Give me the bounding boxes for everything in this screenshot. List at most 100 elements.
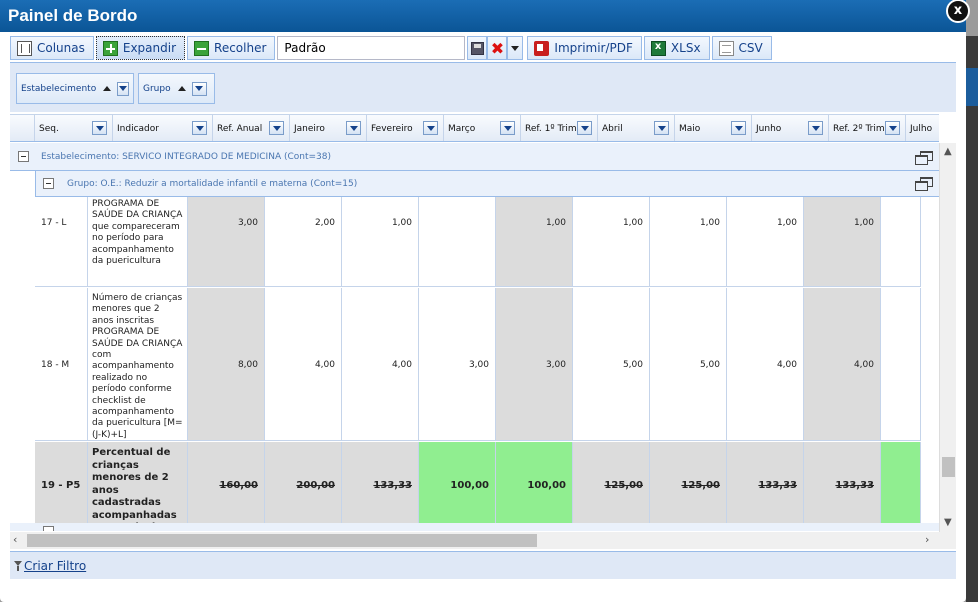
- column-menu-button[interactable]: [346, 121, 361, 135]
- plus-icon: [102, 40, 118, 56]
- print-pdf-button[interactable]: Imprimir/PDF: [527, 36, 642, 60]
- pdf-icon: [534, 40, 550, 56]
- cell-value: 4,00: [342, 288, 419, 440]
- cell-value: 160,00: [219, 480, 258, 491]
- column-header-indicador[interactable]: Indicador: [113, 115, 213, 141]
- column-header-ref-anual[interactable]: Ref. Anual: [213, 115, 290, 141]
- cell-value: [419, 197, 496, 286]
- horizontal-scrollbar[interactable]: ‹ ›: [10, 532, 956, 549]
- grouping-area: Estabelecimento Grupo: [10, 62, 956, 112]
- preset-dropdown-button[interactable]: [507, 36, 524, 60]
- cell-value: 125,00: [604, 480, 643, 491]
- chip-label: Estabelecimento: [21, 83, 97, 94]
- column-menu-button[interactable]: [92, 121, 107, 135]
- csv-label: CSV: [738, 41, 763, 55]
- cell-value: 100,00: [496, 442, 573, 523]
- collapse-toggle-icon[interactable]: [43, 178, 54, 189]
- column-header-fevereiro[interactable]: Fevereiro: [367, 115, 444, 141]
- table-body: Estabelecimento: SERVICO INTEGRADO DE ME…: [10, 143, 939, 523]
- cell-value: 1,00: [573, 197, 650, 286]
- header-label: Março: [448, 123, 476, 134]
- delete-preset-button[interactable]: ✖: [487, 36, 508, 60]
- xlsx-button[interactable]: XLSx: [643, 36, 710, 60]
- cell-seq: 17 - L: [35, 197, 88, 286]
- cell-value: 8,00: [188, 288, 265, 440]
- title-bar[interactable]: Painel de Bordo: [0, 0, 966, 32]
- window-icon[interactable]: [915, 151, 933, 165]
- collapse-toggle-icon[interactable]: [43, 526, 54, 531]
- chip-menu-button[interactable]: [191, 81, 207, 96]
- header-label: Junho: [756, 123, 782, 134]
- column-header-seq[interactable]: Seq.: [35, 115, 113, 141]
- csv-button[interactable]: CSV: [711, 36, 772, 60]
- collapse-toggle-icon[interactable]: [18, 151, 29, 162]
- column-header-ref-1-trim[interactable]: Ref. 1º Trim.: [521, 115, 598, 141]
- columns-button[interactable]: Colunas: [10, 36, 94, 60]
- column-menu-button[interactable]: [885, 121, 900, 135]
- table-row[interactable]: 17 - L PROGRAMA DE SAÚDE DA CRIANÇA que …: [35, 197, 921, 287]
- column-menu-button[interactable]: [423, 121, 438, 135]
- header-label: Ref. Anual: [217, 123, 263, 134]
- column-header-ref-2-trim[interactable]: Ref. 2º Trim.: [829, 115, 906, 141]
- chip-menu-button[interactable]: [117, 81, 129, 96]
- next-group-row-partial: [10, 523, 939, 531]
- cell-value: 1,00: [727, 197, 804, 286]
- column-menu-button[interactable]: [269, 121, 284, 135]
- table-row[interactable]: 18 - M Número de crianças menores que 2 …: [35, 288, 921, 441]
- group-row-estabelecimento[interactable]: Estabelecimento: SERVICO INTEGRADO DE ME…: [10, 143, 939, 171]
- cell-value: 3,00: [496, 288, 573, 440]
- column-header-junho[interactable]: Junho: [752, 115, 829, 141]
- column-header-julho[interactable]: Julho: [906, 115, 939, 141]
- group-row-grupo[interactable]: Grupo: O.E.: Reduzir a mortalidade infan…: [35, 171, 939, 197]
- footer-bar: Criar Filtro: [10, 551, 956, 579]
- cell-indicador: Percentual de crianças menores de 2 anos…: [88, 442, 188, 523]
- column-menu-button[interactable]: [500, 121, 515, 135]
- collapse-button[interactable]: Recolher: [187, 36, 276, 60]
- close-button[interactable]: x: [946, 0, 970, 23]
- group-chip-estabelecimento[interactable]: Estabelecimento: [16, 73, 134, 104]
- excel-icon: [650, 40, 666, 56]
- create-filter-link[interactable]: Criar Filtro: [14, 559, 86, 573]
- collapse-label: Recolher: [214, 41, 267, 55]
- horizontal-scroll-thumb[interactable]: [27, 534, 537, 547]
- cell-value: 1,00: [804, 197, 881, 286]
- background-app-strip: [966, 36, 978, 602]
- cell-value: 4,00: [727, 288, 804, 440]
- csv-icon: [718, 40, 734, 56]
- scroll-left-icon[interactable]: ‹: [13, 533, 18, 546]
- cell-value: 3,00: [188, 197, 265, 286]
- cell-seq: 18 - M: [35, 288, 88, 440]
- cell-indicador: PROGRAMA DE SAÚDE DA CRIANÇA que compare…: [88, 197, 188, 286]
- table-row[interactable]: 19 - P5 Percentual de crianças menores d…: [35, 442, 921, 523]
- column-menu-button[interactable]: [654, 121, 669, 135]
- column-menu-button[interactable]: [808, 121, 823, 135]
- column-menu-button[interactable]: [731, 121, 746, 135]
- preset-field[interactable]: Padrão: [277, 36, 466, 60]
- header-label: Janeiro: [294, 123, 325, 134]
- cell-value: 133,33: [835, 480, 874, 491]
- cell-value: 133,33: [373, 480, 412, 491]
- scroll-down-icon[interactable]: ▼: [944, 517, 952, 528]
- column-menu-button[interactable]: [577, 121, 592, 135]
- group-label: Grupo: O.E.: Reduzir a mortalidade infan…: [67, 179, 358, 189]
- expand-button[interactable]: Expandir: [95, 36, 186, 60]
- sort-asc-icon: [177, 86, 186, 91]
- group-chip-grupo[interactable]: Grupo: [138, 73, 215, 104]
- cell-value: 5,00: [650, 288, 727, 440]
- close-icon: x: [953, 3, 963, 18]
- chevron-down-icon: [511, 45, 520, 51]
- vertical-scroll-thumb[interactable]: [942, 457, 955, 477]
- toolbar: Colunas Expandir Recolher Padrão ✖ Impri…: [10, 36, 774, 60]
- scroll-up-icon[interactable]: ▲: [944, 146, 952, 157]
- column-header-abril[interactable]: Abril: [598, 115, 675, 141]
- vertical-scrollbar[interactable]: ▲ ▼: [939, 143, 956, 532]
- window-icon[interactable]: [915, 177, 933, 191]
- column-header-janeiro[interactable]: Janeiro: [290, 115, 367, 141]
- dialog-title: Painel de Bordo: [8, 6, 138, 25]
- column-menu-button[interactable]: [192, 121, 207, 135]
- save-preset-button[interactable]: [467, 36, 488, 60]
- column-header-marco[interactable]: Março: [444, 115, 521, 141]
- column-header-maio[interactable]: Maio: [675, 115, 752, 141]
- scroll-right-icon[interactable]: ›: [925, 533, 930, 546]
- columns-label: Colunas: [37, 41, 85, 55]
